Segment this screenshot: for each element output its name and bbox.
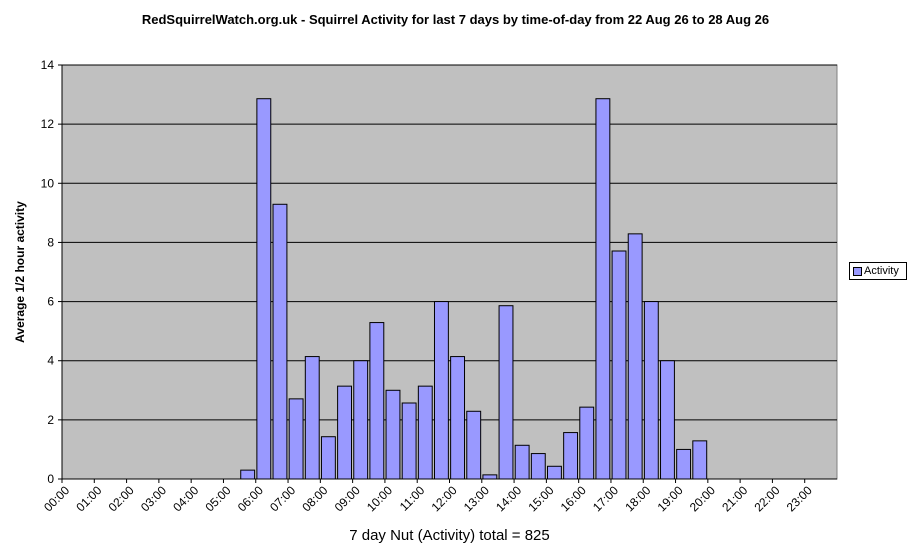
bar xyxy=(320,436,336,480)
x-tick-label: 02:00 xyxy=(106,483,137,514)
x-tick-label: 11:00 xyxy=(397,483,428,514)
bar xyxy=(240,469,256,480)
x-tick-label: 09:00 xyxy=(332,483,363,514)
y-tick-label: 6 xyxy=(47,295,54,309)
y-tick-label: 14 xyxy=(41,58,55,72)
x-tick-label: 13:00 xyxy=(461,483,492,514)
legend: Activity xyxy=(849,262,907,280)
bar xyxy=(450,356,466,480)
x-tick-label: 10:00 xyxy=(364,483,395,514)
bar xyxy=(627,233,643,480)
x-tick-label: 04:00 xyxy=(170,483,201,514)
x-tick-label: 05:00 xyxy=(203,483,234,514)
bar xyxy=(304,356,320,480)
bar xyxy=(401,402,417,480)
bar xyxy=(272,203,288,480)
x-tick-label: 12:00 xyxy=(429,483,460,514)
x-axis-title: 7 day Nut (Activity) total = 825 xyxy=(349,527,550,544)
bar xyxy=(417,385,433,480)
x-tick-label: 03:00 xyxy=(138,483,169,514)
bar xyxy=(353,360,369,480)
y-tick-label: 12 xyxy=(41,117,55,131)
plot-area xyxy=(61,64,838,480)
x-tick-label: 22:00 xyxy=(751,483,782,514)
x-tick-label: 08:00 xyxy=(299,483,330,514)
x-tick-label: 20:00 xyxy=(687,483,718,514)
bar xyxy=(466,410,482,480)
x-tick-label: 17:00 xyxy=(590,483,621,514)
bar xyxy=(676,448,692,480)
bar xyxy=(660,360,675,480)
x-tick-label: 00:00 xyxy=(41,483,72,514)
y-tick-label: 0 xyxy=(47,472,54,486)
x-tick-label: 18:00 xyxy=(622,483,653,514)
x-tick-label: 21:00 xyxy=(719,483,750,514)
y-tick-label: 10 xyxy=(41,176,55,190)
x-tick-label: 14:00 xyxy=(493,483,524,514)
bar xyxy=(433,301,449,480)
legend-label: Activity xyxy=(864,265,899,277)
bar xyxy=(369,322,385,480)
bar xyxy=(288,398,304,480)
legend-swatch xyxy=(853,266,862,276)
bar xyxy=(385,389,401,480)
x-tick-label: 07:00 xyxy=(267,483,298,514)
bar xyxy=(256,98,272,480)
y-tick-label: 4 xyxy=(47,354,54,368)
x-tick-label: 23:00 xyxy=(784,483,815,514)
bar xyxy=(547,465,562,480)
chart-title: RedSquirrelWatch.org.uk - Squirrel Activ… xyxy=(141,12,770,27)
x-tick-label: 16:00 xyxy=(558,483,589,514)
bar xyxy=(563,432,579,480)
x-tick-label: 06:00 xyxy=(235,483,266,514)
y-tick-label: 8 xyxy=(47,235,54,249)
bar xyxy=(595,98,611,480)
bar xyxy=(514,444,530,480)
bar xyxy=(482,474,498,480)
bar xyxy=(611,250,627,480)
bar xyxy=(643,301,659,480)
bar xyxy=(498,305,514,480)
bar xyxy=(692,440,708,480)
x-tick-label: 15:00 xyxy=(525,483,556,514)
x-tick-label: 01:00 xyxy=(73,483,104,514)
bar xyxy=(337,385,352,480)
bar xyxy=(530,453,546,480)
x-tick-label: 19:00 xyxy=(655,483,686,514)
y-tick-label: 2 xyxy=(47,413,54,427)
bar xyxy=(579,406,595,480)
